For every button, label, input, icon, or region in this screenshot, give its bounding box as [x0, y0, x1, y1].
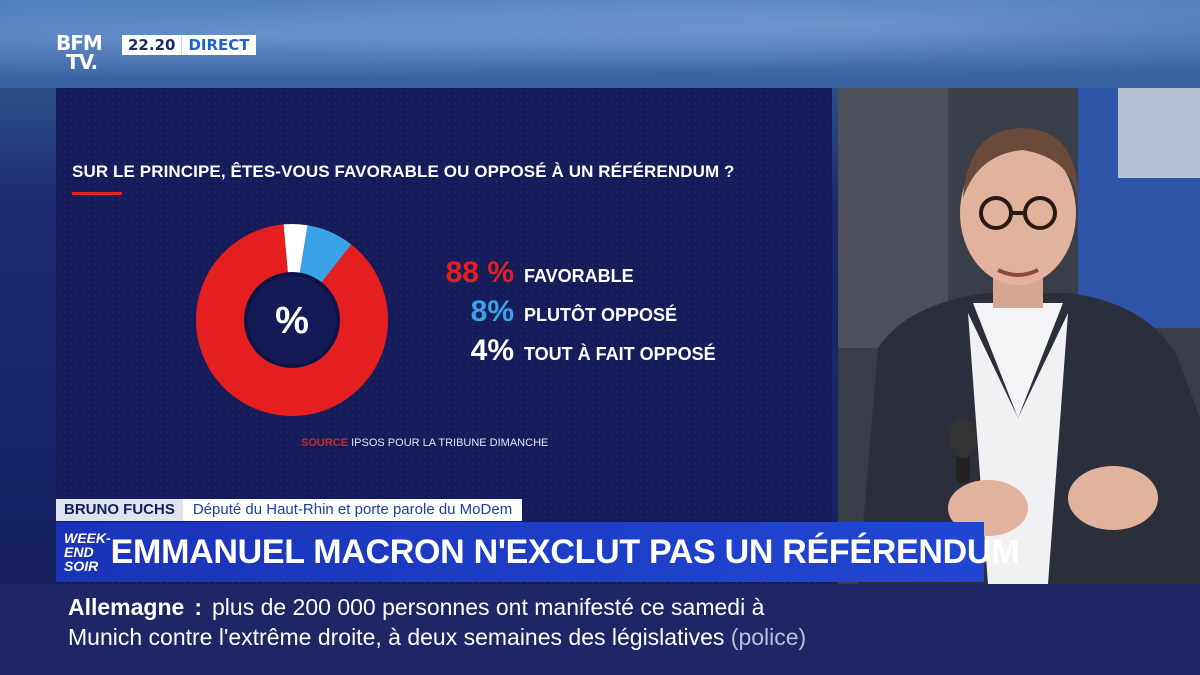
legend-row: 4% TOUT À FAIT OPPOSÉ	[436, 334, 716, 368]
ticker-topic: Allemagne	[68, 594, 185, 620]
ticker-separator: :	[194, 594, 202, 620]
donut-slice-tout-à-fait-opposé	[283, 224, 308, 275]
news-ticker: Allemagne: plus de 200 000 personnes ont …	[0, 584, 1200, 675]
legend-row: 8% PLUTÔT OPPOSÉ	[436, 295, 677, 329]
legend-value: 88 %	[445, 256, 514, 289]
title-underline	[72, 192, 122, 195]
source-label: SOURCE	[301, 437, 349, 449]
donut-slice-favorable	[196, 224, 388, 416]
ticker-line-1: Allemagne: plus de 200 000 personnes ont …	[68, 594, 764, 621]
ticker-credit: (police)	[730, 624, 807, 650]
chart-title: SUR LE PRINCIPE, ÊTES-VOUS FAVORABLE OU …	[72, 162, 735, 181]
legend-value: 8%	[470, 295, 514, 328]
live-clock: 22.20 DIRECT	[122, 35, 256, 55]
donut-slice-plutôt-opposé	[299, 225, 352, 284]
legend-label: PLUTÔT OPPOSÉ	[524, 305, 678, 325]
guest-name: BRUNO FUCHS	[56, 499, 183, 521]
guest-figure	[838, 88, 1200, 584]
source-text: IPSOS POUR LA TRIBUNE DIMANCHE	[351, 437, 549, 449]
donut-center-label: %	[275, 300, 309, 342]
legend-row: 88 % FAVORABLE	[436, 256, 634, 290]
show-tag-line-2: SOIR	[64, 558, 99, 574]
logo-line-1: BFM	[56, 31, 103, 55]
logo-line-2: TV.	[66, 50, 98, 74]
headline-bar: WEEK-END SOIR EMMANUEL MACRON N'EXCLUT P…	[56, 522, 1019, 582]
chart-source: SOURCE IPSOS POUR LA TRIBUNE DIMANCHE	[301, 437, 548, 449]
live-badge: DIRECT	[181, 35, 256, 55]
donut-center	[244, 272, 340, 368]
show-tag: WEEK-END SOIR	[56, 522, 111, 582]
headline-text: EMMANUEL MACRON N'EXCLUT PAS UN RÉFÉREND…	[110, 532, 1020, 571]
channel-logo: BFM TV.	[56, 31, 118, 86]
show-tag-line-1: WEEK-END	[64, 530, 111, 560]
guest-video-feed	[838, 88, 1200, 584]
legend-label: TOUT À FAIT OPPOSÉ	[524, 344, 716, 364]
guest-role: Député du Haut-Rhin et porte parole du M…	[192, 501, 513, 518]
legend-value: 4%	[470, 334, 514, 367]
donut-chart: %	[196, 224, 388, 416]
ticker-text-1: plus de 200 000 personnes ont manifesté …	[212, 594, 765, 620]
ticker-line-2: Munich contre l'extrême droite, à deux s…	[68, 624, 806, 651]
ticker-text-2: Munich contre l'extrême droite, à deux s…	[68, 624, 725, 650]
guest-name-strip: BRUNO FUCHS Député du Haut-Rhin et porte…	[56, 499, 523, 521]
clock-time: 22.20	[122, 35, 182, 55]
legend-label: FAVORABLE	[524, 266, 634, 286]
